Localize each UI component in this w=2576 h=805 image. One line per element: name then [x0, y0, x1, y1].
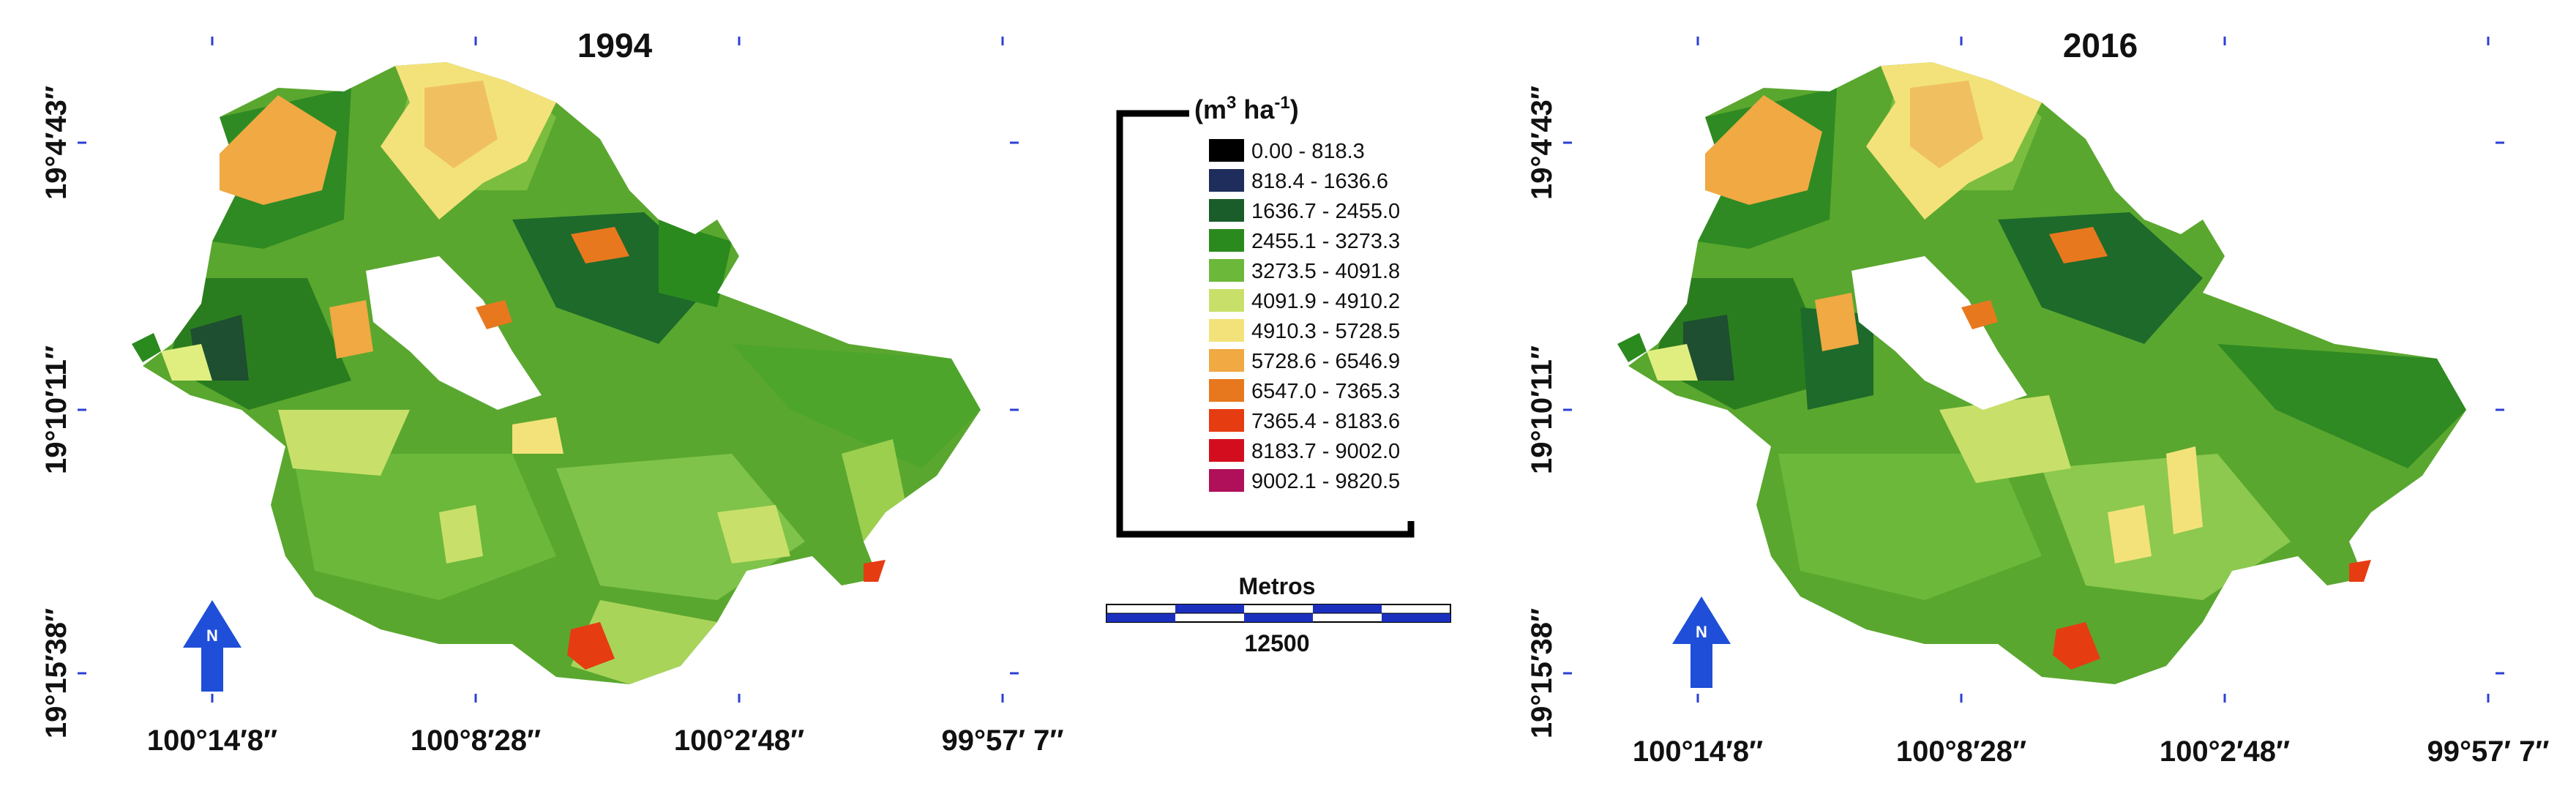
axis-ticks: [78, 37, 1019, 703]
x-tick-label: 100°14′8″: [1633, 735, 1763, 768]
scale-bar: Metros 12500: [1106, 573, 1451, 656]
legend-swatch: [1209, 409, 1244, 432]
legend-swatch: [1209, 169, 1244, 192]
x-tick-label: 100°2′48″: [674, 724, 804, 757]
map-1994: 1994: [40, 26, 1064, 757]
x-tick-label: 100°8′28″: [1896, 735, 2026, 768]
y-tick-label: 19°4′43″: [1526, 86, 1558, 200]
legend: (m3 ha-1) 0.00 - 818.3 818.4 - 1636.6 1636…: [1116, 93, 1415, 538]
legend-label: 5728.6 - 6546.9: [1251, 350, 1400, 373]
x-tick-label: 100°2′48″: [2160, 735, 2290, 768]
legend-swatch: [1209, 139, 1244, 162]
legend-label: 4910.3 - 5728.5: [1251, 320, 1400, 343]
legend-items: 0.00 - 818.3 818.4 - 1636.6 1636.7 - 2455.…: [1209, 139, 1400, 493]
map-area: [1617, 62, 2466, 684]
y-tick-label: 19°10′11″: [40, 345, 72, 474]
x-tick-label: 100°8′28″: [411, 724, 541, 757]
legend-swatch: [1209, 349, 1244, 372]
north-label: N: [206, 626, 218, 645]
legend-swatch: [1209, 199, 1244, 222]
scale-value: 12500: [1245, 630, 1310, 656]
legend-swatch: [1209, 229, 1244, 252]
legend-label: 4091.9 - 4910.2: [1251, 290, 1400, 313]
north-arrow-icon: N: [183, 600, 242, 692]
legend-swatch: [1209, 319, 1244, 342]
y-tick-label: 19°15′38″: [1526, 608, 1558, 738]
legend-swatch: [1209, 439, 1244, 462]
y-tick-label: 19°15′38″: [40, 608, 72, 738]
north-label: N: [1696, 623, 1707, 641]
legend-label: 2455.1 - 3273.3: [1251, 230, 1400, 253]
north-arrow-icon: N: [1672, 596, 1731, 688]
legend-label: 1636.7 - 2455.0: [1251, 200, 1400, 223]
map-title: 2016: [2063, 26, 2138, 64]
legend-label: 3273.5 - 4091.8: [1251, 260, 1400, 283]
legend-swatch: [1209, 379, 1244, 402]
legend-label: 8183.7 - 9002.0: [1251, 440, 1400, 463]
x-tick-label: 99°57′ 7″: [2427, 735, 2549, 768]
x-tick-label: 100°14′8″: [147, 724, 277, 757]
y-tick-label: 19°4′43″: [40, 86, 72, 200]
legend-title: (m3 ha-1): [1194, 93, 1299, 124]
map-title: 1994: [577, 26, 653, 64]
map-area: [132, 62, 981, 684]
legend-label: 7365.4 - 8183.6: [1251, 410, 1400, 433]
legend-label: 818.4 - 1636.6: [1251, 170, 1388, 193]
legend-swatch: [1209, 289, 1244, 312]
axis-ticks: [1563, 37, 2504, 703]
map-2016: 2016: [1526, 26, 2550, 768]
legend-swatch: [1209, 259, 1244, 282]
legend-label: 9002.1 - 9820.5: [1251, 470, 1400, 493]
scale-title: Metros: [1239, 573, 1316, 599]
legend-label: 0.00 - 818.3: [1251, 140, 1365, 163]
legend-swatch: [1209, 469, 1244, 492]
x-tick-label: 99°57′ 7″: [941, 724, 1063, 757]
legend-label: 6547.0 - 7365.3: [1251, 380, 1400, 403]
y-tick-label: 19°10′11″: [1526, 345, 1558, 474]
